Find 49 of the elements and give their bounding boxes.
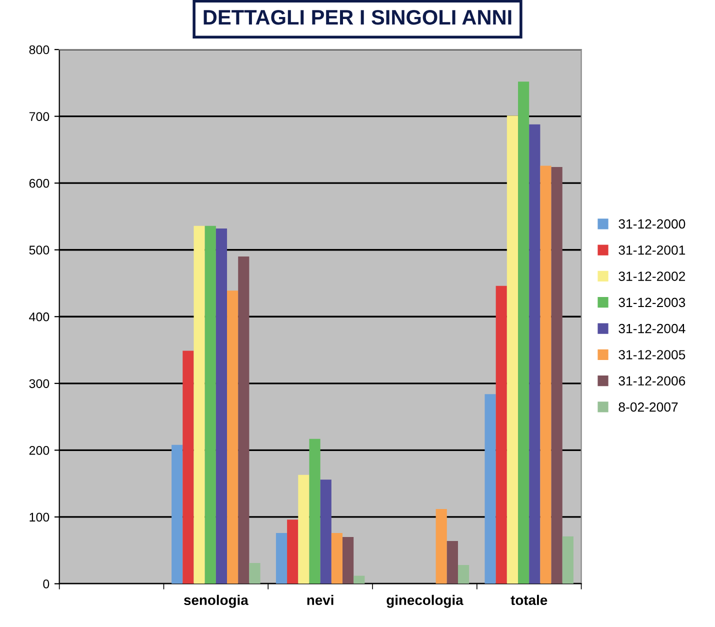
chart-title: DETTAGLI PER I SINGOLI ANNI [204, 10, 512, 25]
y-tick-label: 200 [29, 446, 50, 455]
y-tick-label: 0 [43, 580, 50, 588]
bar [238, 256, 250, 584]
bar [194, 226, 205, 584]
bar [540, 166, 552, 584]
bar [458, 565, 470, 584]
bar [204, 226, 216, 584]
legend-label: 8-02-2007 [618, 402, 678, 412]
x-tick-label: nevi [307, 594, 334, 606]
y-tick-label: 500 [29, 246, 50, 255]
bar [354, 576, 365, 584]
bar [436, 508, 447, 584]
legend-label: 31-12-2005 [618, 350, 686, 360]
bar [496, 286, 507, 584]
bar [182, 350, 194, 584]
y-tick-label: 800 [29, 45, 50, 54]
y-tick-label: 600 [29, 178, 50, 188]
legend-label: 31-12-2000 [618, 219, 686, 229]
legend-label: 31-12-2002 [618, 272, 686, 281]
bar [298, 474, 310, 584]
bar [342, 536, 354, 584]
bar [529, 124, 540, 584]
y-tick-label: 100 [30, 512, 50, 522]
bar [249, 563, 260, 584]
bar [506, 116, 518, 584]
y-tick-label: 700 [29, 112, 50, 121]
legend-label: 31-12-2003 [618, 298, 686, 308]
bar [484, 394, 496, 584]
bar [309, 438, 320, 584]
legend-label: 31-12-2006 [618, 376, 686, 386]
legend-label: 31-12-2001 [618, 245, 686, 255]
y-tick-label: 400 [29, 312, 50, 322]
bar [518, 82, 530, 584]
bar [172, 444, 183, 584]
bar [276, 532, 288, 584]
legend-label: 31-12-2004 [618, 324, 686, 334]
bar [216, 228, 228, 584]
x-tick-label: senologia [184, 594, 248, 608]
x-tick-label: totale [510, 594, 548, 606]
bar [562, 536, 574, 584]
bar [446, 541, 458, 584]
x-tick-label: ginecologia [386, 594, 464, 608]
bar [227, 290, 238, 584]
bar [320, 480, 332, 584]
y-tick-label: 300 [29, 379, 50, 388]
bar [551, 167, 562, 584]
bar [287, 520, 298, 584]
bar [331, 532, 343, 584]
